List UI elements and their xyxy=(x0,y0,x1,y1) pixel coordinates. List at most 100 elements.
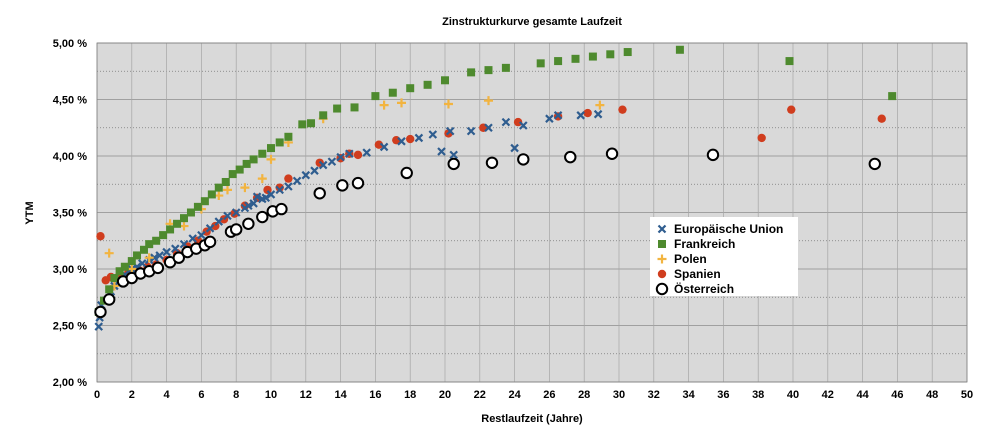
data-point xyxy=(397,137,406,146)
legend-label: Polen xyxy=(674,252,707,266)
data-point xyxy=(193,202,202,211)
data-point xyxy=(447,157,460,171)
x-tick-label: 22 xyxy=(474,389,486,401)
data-point xyxy=(266,154,276,164)
data-point xyxy=(284,174,293,183)
series-4 xyxy=(94,147,881,319)
x-tick-label: 48 xyxy=(926,389,938,401)
y-tick-label: 2,50 % xyxy=(53,321,87,333)
x-tick-label: 10 xyxy=(265,389,277,401)
data-point xyxy=(244,201,253,210)
data-point xyxy=(513,117,523,127)
data-point xyxy=(593,109,603,119)
data-point xyxy=(406,134,415,144)
data-point xyxy=(173,219,182,228)
data-point xyxy=(252,192,262,201)
data-point xyxy=(605,147,619,160)
x-axis-title: Restlaufzeit (Jahre) xyxy=(481,413,583,425)
x-tick-label: 30 xyxy=(613,389,625,401)
data-point xyxy=(414,133,424,143)
x-tick-label: 46 xyxy=(891,389,903,401)
data-point xyxy=(307,119,316,128)
x-axis-tick-labels: 0 2 4 6 8 10 12 14 16 18 20 22 24 26 28 30 32 34 36 38 40 42 4… xyxy=(94,389,973,401)
data-point xyxy=(166,225,175,234)
y-axis-title: YTM xyxy=(24,201,36,224)
data-point xyxy=(388,88,397,97)
legend-box xyxy=(650,217,798,296)
data-point xyxy=(223,211,232,221)
data-point xyxy=(145,240,154,249)
data-point xyxy=(127,257,136,266)
data-point xyxy=(275,202,288,216)
legend-label: Frankreich xyxy=(674,237,735,251)
data-point xyxy=(437,147,446,156)
data-point xyxy=(397,98,406,108)
data-point xyxy=(333,104,342,113)
data-point xyxy=(588,52,597,61)
x-tick-label: 16 xyxy=(369,389,381,401)
data-point xyxy=(284,132,293,141)
x-tick-label: 14 xyxy=(334,389,347,401)
x-tick-label: 32 xyxy=(648,389,660,401)
data-point xyxy=(606,50,615,59)
data-series xyxy=(94,45,897,331)
x-tick-label: 42 xyxy=(822,389,834,401)
legend-marker xyxy=(658,240,666,248)
data-point xyxy=(428,130,438,139)
data-point xyxy=(235,165,244,174)
x-tick-label: 0 xyxy=(94,389,100,401)
data-point xyxy=(200,197,209,206)
data-point xyxy=(362,148,371,157)
data-point xyxy=(564,150,577,164)
data-point xyxy=(785,57,794,66)
chart-title: Zinstrukturkurve gesamte Laufzeit xyxy=(442,16,622,28)
data-point xyxy=(102,293,116,306)
data-point xyxy=(249,155,258,164)
data-point xyxy=(292,176,302,186)
data-point xyxy=(256,210,269,224)
y-tick-label: 4,50 % xyxy=(53,95,87,107)
x-tick-label: 6 xyxy=(198,389,204,401)
x-tick-label: 40 xyxy=(787,389,799,401)
data-point xyxy=(298,120,307,129)
legend-label: Österreich xyxy=(674,281,734,296)
plot-border xyxy=(96,42,968,383)
data-point xyxy=(240,183,250,193)
data-point xyxy=(583,108,592,118)
data-point xyxy=(406,84,415,93)
data-point xyxy=(110,274,119,283)
data-point xyxy=(266,190,276,199)
data-point xyxy=(545,114,554,123)
data-point xyxy=(104,248,114,258)
data-point xyxy=(152,236,161,245)
y-tick-label: 3,50 % xyxy=(53,208,87,220)
data-point xyxy=(443,99,453,109)
data-point xyxy=(327,157,337,166)
data-point xyxy=(501,63,510,72)
data-point xyxy=(96,232,105,241)
data-point xyxy=(553,111,563,120)
data-point xyxy=(214,183,223,192)
data-point xyxy=(214,217,224,226)
data-point xyxy=(445,126,455,136)
y-tick-label: 3,00 % xyxy=(53,264,87,276)
legend-label: Spanien xyxy=(674,267,721,281)
data-point xyxy=(466,126,476,136)
data-point xyxy=(223,185,232,195)
data-point xyxy=(197,230,206,240)
data-point xyxy=(275,183,284,192)
data-point xyxy=(155,251,164,260)
legend-marker xyxy=(655,282,669,296)
data-point xyxy=(595,100,605,110)
data-point xyxy=(120,262,129,271)
data-point xyxy=(336,152,345,162)
data-point xyxy=(242,159,251,168)
y-tick-label: 4,00 % xyxy=(53,151,87,163)
data-point xyxy=(618,105,627,114)
data-point xyxy=(249,199,258,208)
x-tick-label: 8 xyxy=(233,389,239,401)
legend-marker xyxy=(657,269,667,279)
data-point xyxy=(267,144,275,153)
data-point xyxy=(261,193,271,203)
data-point xyxy=(151,261,165,275)
